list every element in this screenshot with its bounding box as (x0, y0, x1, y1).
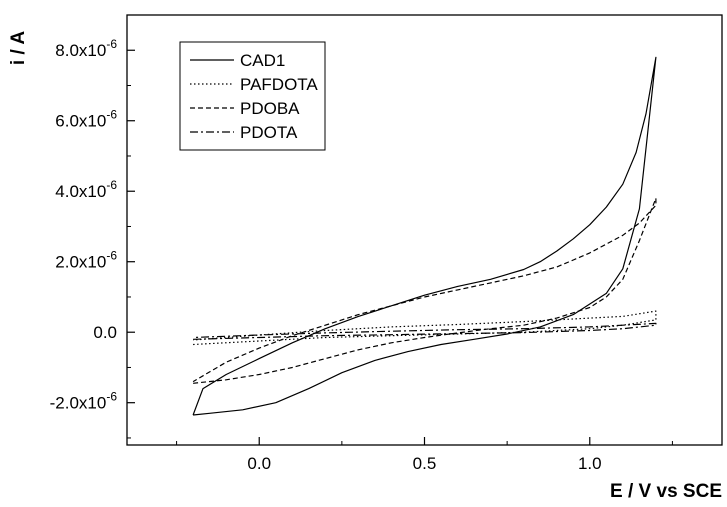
y-axis: -2.0x10-60.02.0x10-64.0x10-66.0x10-68.0x… (50, 37, 135, 439)
y-tick-mantissa: 0.0 (93, 323, 117, 342)
x-tick-label: 0.0 (247, 454, 271, 473)
y-tick-exponent: -6 (106, 108, 117, 122)
y-tick-label: 2.0x10-6 (55, 249, 117, 272)
y-tick-exponent: -6 (106, 390, 117, 404)
series-line-pdoba (192, 197, 657, 384)
x-axis-title: E / V vs SCE (610, 481, 722, 502)
x-axis: 0.0 0.5 1.0 (176, 437, 673, 473)
legend-label-pdota: PDOTA (240, 123, 298, 142)
legend-label-pdoba: PDOBA (240, 99, 300, 118)
x-tick-label: 0.5 (413, 454, 437, 473)
y-tick-mantissa: 2.0x10 (55, 253, 106, 272)
y-tick-mantissa: 6.0x10 (55, 112, 106, 131)
series-line-pdota (193, 322, 657, 340)
series-line-cad1 (192, 56, 657, 416)
legend-label-pafdota: PAFDOTA (240, 75, 318, 94)
legend-label-cad1: CAD1 (240, 51, 285, 70)
y-tick-exponent: -6 (106, 37, 117, 51)
legend: CAD1 PAFDOTA PDOBA PDOTA (179, 41, 326, 151)
y-tick-mantissa: -2.0x10 (50, 394, 107, 413)
x-tick-label: 1.0 (578, 454, 602, 473)
y-tick-mantissa: 8.0x10 (55, 41, 106, 60)
y-tick-mantissa: 4.0x10 (55, 182, 106, 201)
y-tick-label: 6.0x10-6 (55, 108, 117, 131)
y-tick-exponent: -6 (106, 249, 117, 263)
y-axis-title: i / A (8, 31, 29, 65)
y-tick-label: 8.0x10-6 (55, 37, 117, 60)
series-line-pafdota (193, 310, 657, 346)
y-tick-label: 4.0x10-6 (55, 178, 117, 201)
y-tick-label: -2.0x10-6 (50, 390, 118, 413)
y-tick-label: 0.0 (93, 323, 117, 342)
series-layer (192, 56, 657, 416)
y-tick-exponent: -6 (106, 178, 117, 192)
